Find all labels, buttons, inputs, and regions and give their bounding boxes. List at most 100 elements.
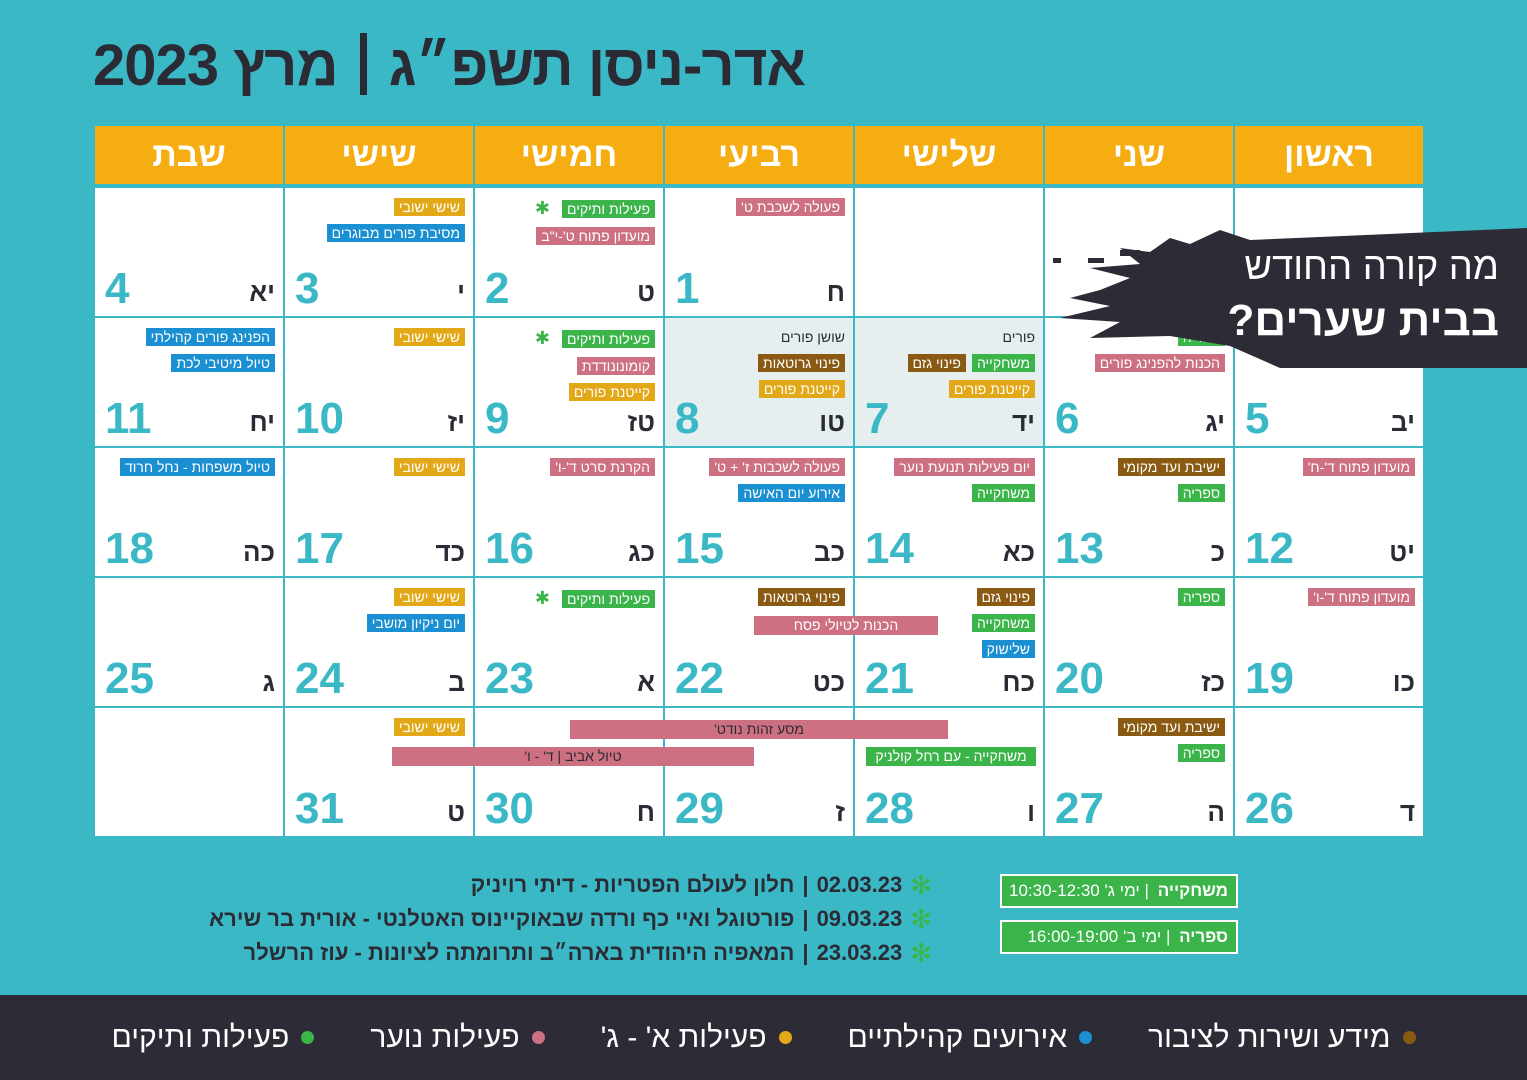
hebrew-date: כב <box>813 537 845 567</box>
day-events: שישי ישובי יום ניקיון מושבי <box>293 588 465 632</box>
event-tag: קייטנת פורים <box>568 383 655 401</box>
lecture-date: 02.03.23 <box>816 872 903 897</box>
event-row: שישי ישובי <box>393 718 465 736</box>
hebrew-date: י <box>457 277 465 307</box>
day-events: פעולה לשכבות ז' + ט' אירוע יום האישה <box>673 458 845 502</box>
hebrew-date: כה <box>243 537 275 567</box>
event-row: פינוי גרוטאות <box>757 354 845 372</box>
day-number: 20 <box>1055 654 1104 703</box>
hours-day: ימי ב' <box>1122 927 1162 946</box>
day-number: 28 <box>865 784 914 833</box>
event-row: ספריה <box>1177 588 1225 606</box>
day-events: פינוי גרוטאות <box>673 588 845 606</box>
hebrew-date: ח <box>826 277 845 307</box>
event-tag: יום פעילות תנועת נוער <box>894 458 1035 476</box>
lecture-item: ✻ 09.03.23 | פורטוגל ואיי כף ורדה שבאוקי… <box>209 906 932 932</box>
hebrew-date: כ <box>1210 537 1225 567</box>
day-number: 9 <box>485 394 510 443</box>
event-tag: קייטנת פורים <box>948 380 1035 398</box>
day-number: 27 <box>1055 784 1104 833</box>
calendar-day-cell: פינוי גרוטאות 22 כט <box>665 578 853 706</box>
event-row: מסיבת פורים מבוגרים <box>326 224 465 242</box>
calendar-day-cell: הקרנת סרט ד'-ו' 16 כג <box>475 448 663 576</box>
day-number: 18 <box>105 524 154 573</box>
day-number: 12 <box>1245 524 1294 573</box>
event-row: שישי ישובי <box>393 588 465 606</box>
event-tag: שישי ישובי <box>393 588 465 606</box>
event-tag: פורים <box>1002 329 1035 345</box>
event-tag: פינוי גזם <box>976 588 1035 606</box>
hours-divider: | <box>1161 927 1176 946</box>
day-number: 5 <box>1245 394 1270 443</box>
legend-dot <box>531 1031 545 1044</box>
multi-day-event: הכנות לטיולי פסח <box>754 616 938 635</box>
day-events: שישי ישובי מסיבת פורים מבוגרים <box>293 198 465 242</box>
day-events: הקרנת סרט ד'-ו' <box>483 458 655 476</box>
flower-icon: ✻ <box>910 904 932 934</box>
calendar-day-cell: 26 ד <box>1235 708 1423 836</box>
event-tag: מועדון פתוח ד'-ו' <box>1308 588 1415 606</box>
event-tag: ספריה <box>1177 744 1225 762</box>
hebrew-date: כו <box>1392 667 1415 697</box>
weekday-header: שני <box>1045 126 1233 184</box>
weekday-header: ראשון <box>1235 126 1423 184</box>
day-events: טיול משפחות - נחל חרוד <box>103 458 275 476</box>
event-tag: פינוי גזם <box>907 354 966 372</box>
day-number: 31 <box>295 784 344 833</box>
hours-name: משחקייה <box>1157 881 1228 900</box>
day-number: 26 <box>1245 784 1294 833</box>
lecture-title: המאפיה היהודית בארה״ב ותרומתה לציונות - … <box>243 940 795 965</box>
event-row: פינוי גזם משחקייה <box>907 354 1035 372</box>
legend-label: אירועים קהילתיים <box>847 1020 1068 1054</box>
event-row: פעולה לשכבת ט' <box>736 198 845 216</box>
hours-playroom: משחקייה | ימי ג' 10:30-12:30 <box>1000 874 1238 908</box>
weekday-header: שישי <box>285 126 473 184</box>
event-tag: שישי ישובי <box>393 198 465 216</box>
hours-name: ספריה <box>1179 927 1228 946</box>
day-events: ✱ פעילות ותיקים קומונונודדת קייטנת פורים <box>483 328 655 401</box>
day-events: ✱ פעילות ותיקים מועדון פתוח ט'-י"ב <box>483 198 655 245</box>
event-tag: טיול מיטיבי לכת <box>171 354 275 372</box>
lecture-star-icon: ✱ <box>534 588 550 608</box>
lecture-star-icon: ✱ <box>534 328 550 348</box>
legend-dot <box>1079 1031 1093 1044</box>
day-number: 1 <box>675 264 700 313</box>
opening-hours: משחקייה | ימי ג' 10:30-12:30 ספריה | ימי… <box>1000 874 1238 954</box>
calendar-day-cell: פעולה לשכבת ט' 1 ח <box>665 188 853 316</box>
day-number: 3 <box>295 264 320 313</box>
flower-icon: ✻ <box>910 938 932 968</box>
calendar-grid: ראשון שני שלישי רביעי חמישי שישי שבת פעולה לשכב… <box>94 126 1427 842</box>
legend-label: פעילות ותיקים <box>111 1020 290 1054</box>
calendar-day-cell: שישי ישובי 17 כד <box>285 448 473 576</box>
event-tag: פעילות ותיקים <box>562 199 655 218</box>
day-number: 4 <box>105 264 130 313</box>
day-events: ישיבת ועד מקומי ספריה <box>1053 718 1225 762</box>
event-tag: ספריה <box>1177 588 1225 606</box>
event-row: ✱ פעילות ותיקים <box>535 198 655 219</box>
lecture-divider: | <box>802 940 809 965</box>
legend-item-youth: פעילות נוער <box>370 1021 545 1055</box>
day-number: 24 <box>295 654 344 703</box>
hebrew-date: ז <box>835 797 846 827</box>
event-row: ישיבת ועד מקומי <box>1117 458 1225 476</box>
hebrew-date: יב <box>1391 407 1415 437</box>
event-tag: משחקייה <box>971 354 1035 372</box>
event-row: פורים <box>1002 328 1035 346</box>
lecture-title: חלון לעולם הפטריות - דיתי רויניק <box>470 872 795 897</box>
hebrew-date: ה <box>1207 797 1225 827</box>
legend-dot <box>1402 1031 1416 1044</box>
calendar-day-cell: שישי ישובי 10 יז <box>285 318 473 446</box>
lecture-star-icon: ✱ <box>534 198 550 218</box>
title-divider <box>359 32 367 95</box>
legend-item-kids: פעילות א' - ג' <box>601 1021 792 1055</box>
hours-day: ימי ג' <box>1104 881 1140 900</box>
calendar-day-cell: שושן פורים פינוי גרוטאות קייטנת פורים 8 טו <box>665 318 853 446</box>
calendar-day-cell: טיול משפחות - נחל חרוד 18 כה <box>95 448 283 576</box>
lecture-list: ✻ 02.03.23 | חלון לעולם הפטריות - דיתי ר… <box>209 872 932 966</box>
lecture-item: ✻ 23.03.23 | המאפיה היהודית בארה״ב ותרומ… <box>244 940 932 966</box>
event-row: משחקייה <box>971 614 1035 632</box>
day-events: שישי ישובי <box>293 328 465 346</box>
day-number: 13 <box>1055 524 1104 573</box>
day-number: 16 <box>485 524 534 573</box>
event-tag: אירוע יום האישה <box>738 484 845 502</box>
